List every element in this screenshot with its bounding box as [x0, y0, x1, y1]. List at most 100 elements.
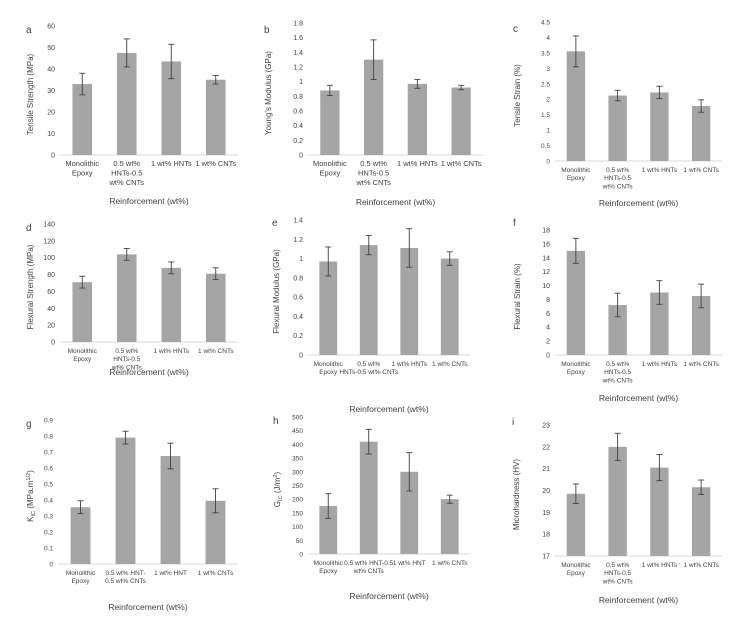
- panel-label: e: [272, 218, 278, 229]
- bar: [407, 83, 427, 155]
- y-tick-label: 1.8: [293, 21, 303, 28]
- x-tick-label: Monolithic Epoxy: [65, 159, 99, 177]
- y-tick-label: 100: [292, 524, 303, 531]
- chart-panel-g: g 0 0.1 0.2 0.3 0.4 0.5 0.6 0.7 0.8 0.9 Monolithic E…: [26, 418, 238, 612]
- bar: [608, 446, 627, 556]
- x-tick-label: Monolithic Epoxy: [314, 560, 344, 575]
- bar: [650, 467, 669, 556]
- y-tick-label: 3.5: [541, 50, 550, 57]
- y-tick-label: 1.2: [293, 65, 303, 72]
- y-tick-label: 300: [292, 469, 303, 476]
- y-tick-label: 0.9: [44, 418, 53, 425]
- y-tick-label: 100: [43, 255, 55, 262]
- y-tick-label: 12: [542, 269, 550, 276]
- y-tick-label: 6: [546, 311, 550, 318]
- y-tick-label: 1.6: [293, 35, 303, 42]
- x-tick-label: 1 wt% CNTs: [195, 159, 236, 168]
- y-tick-label: 0.4: [293, 123, 303, 130]
- bar: [364, 59, 384, 155]
- y-tick-label: 0.5: [44, 482, 53, 489]
- bar: [608, 95, 627, 161]
- x-axis-title: Reinforcement (wt%): [109, 196, 189, 206]
- y-tick-label: 120: [43, 238, 55, 245]
- bar: [691, 295, 711, 355]
- y-tick-label: 2: [546, 97, 550, 104]
- panel-label: h: [273, 416, 279, 427]
- y-tick-label: 50: [47, 45, 55, 52]
- y-tick-label: 0: [299, 353, 303, 360]
- bar: [70, 507, 91, 564]
- y-axis-title: GIC (J/m2): [273, 471, 284, 507]
- x-axis-title: Reinforcement (wt%): [599, 595, 679, 605]
- bar: [400, 247, 419, 355]
- y-tick-label: 30: [47, 88, 55, 95]
- y-tick-label: 1.5: [541, 112, 550, 119]
- bar: [205, 500, 226, 564]
- x-tick-label: 1 wt% HNTs: [392, 361, 428, 368]
- y-tick-label: 20: [47, 110, 55, 117]
- y-tick-label: 80: [47, 272, 55, 279]
- x-axis-title: Reinforcement (wt%): [599, 198, 679, 208]
- y-tick-label: 1: [546, 128, 550, 135]
- y-tick-label: 0.4: [293, 314, 303, 321]
- x-axis-title: Reinforcement (wt%): [599, 393, 679, 403]
- bar: [608, 305, 627, 355]
- bar: [319, 506, 338, 554]
- y-tick-label: 60: [47, 24, 55, 31]
- y-tick-label: 0: [546, 353, 550, 360]
- y-axis-title: Tensile Strength (MPa): [26, 53, 35, 135]
- y-tick-label: 4: [546, 35, 550, 42]
- x-axis-title: Reinforcement (wt%): [349, 591, 429, 601]
- chart-panel-c: c 0 0.5 1 1.5 2 2.5 3 3.5 4 4.5 Monolithic Epoxy 0.5 …: [513, 20, 722, 208]
- y-axis-title: Tensile Strain (%): [513, 64, 522, 127]
- x-tick-label: 1 wt% CNTs: [683, 562, 719, 569]
- x-tick-label: Monolithic Epoxy: [561, 167, 591, 182]
- y-tick-label: 450: [292, 428, 303, 435]
- x-tick-label: Monolithic Epoxy: [561, 562, 591, 577]
- bar: [319, 261, 338, 355]
- y-tick-label: 18: [542, 228, 550, 235]
- bar: [451, 87, 471, 155]
- bar: [320, 90, 340, 155]
- bar: [115, 437, 136, 564]
- bar: [691, 487, 711, 556]
- y-tick-label: 14: [542, 255, 550, 262]
- y-tick-label: 50: [296, 538, 304, 545]
- y-tick-label: 1: [299, 256, 303, 263]
- y-tick-label: 0.4: [44, 498, 53, 505]
- y-tick-label: 0.3: [44, 514, 53, 521]
- panel-label: c: [513, 24, 518, 35]
- x-tick-label: 1 wt% HNTs: [642, 562, 678, 569]
- chart-panel-b: b 0 0.2 0.4 0.6 0.8 1 1.2 1.4 1.6 1.8 Monolithic Epo…: [264, 21, 483, 207]
- y-tick-label: 16: [542, 241, 550, 248]
- y-tick-label: 10: [542, 283, 550, 290]
- x-tick-label: 1 wt% CNTs: [198, 570, 234, 577]
- y-tick-label: 0.2: [44, 530, 53, 537]
- y-tick-label: 1.2: [293, 237, 303, 244]
- x-tick-label: 1 wt% CNTs: [683, 167, 719, 174]
- y-tick-label: 2.5: [541, 81, 550, 88]
- bar: [400, 471, 419, 554]
- y-tick-label: 0.8: [293, 275, 303, 282]
- bar: [650, 92, 669, 161]
- bar: [440, 258, 459, 355]
- y-tick-label: 20: [47, 323, 55, 330]
- x-tick-label: 1 wt% HNTs: [397, 159, 438, 168]
- bar: [72, 84, 93, 155]
- y-tick-label: 0.6: [293, 109, 303, 116]
- panel-label: i: [512, 417, 514, 428]
- y-tick-label: 0: [49, 562, 53, 569]
- y-tick-label: 21: [542, 466, 550, 473]
- y-tick-label: 0: [299, 552, 303, 559]
- y-tick-label: 0: [51, 153, 55, 160]
- x-tick-label: 1 wt% CNTs: [441, 159, 482, 168]
- y-tick-label: 23: [542, 423, 550, 430]
- x-tick-label: Monolithic Epoxy: [313, 159, 347, 177]
- y-tick-label: 150: [292, 510, 303, 517]
- x-tick-label: 1 wt% HNTs: [151, 159, 192, 168]
- y-tick-label: 1.4: [293, 218, 303, 225]
- y-tick-label: 250: [292, 483, 303, 490]
- bar: [359, 441, 378, 554]
- x-tick-label: 0.5 wt% HNT-0.5 wt% CNTs: [105, 570, 147, 585]
- y-tick-label: 10: [47, 131, 55, 138]
